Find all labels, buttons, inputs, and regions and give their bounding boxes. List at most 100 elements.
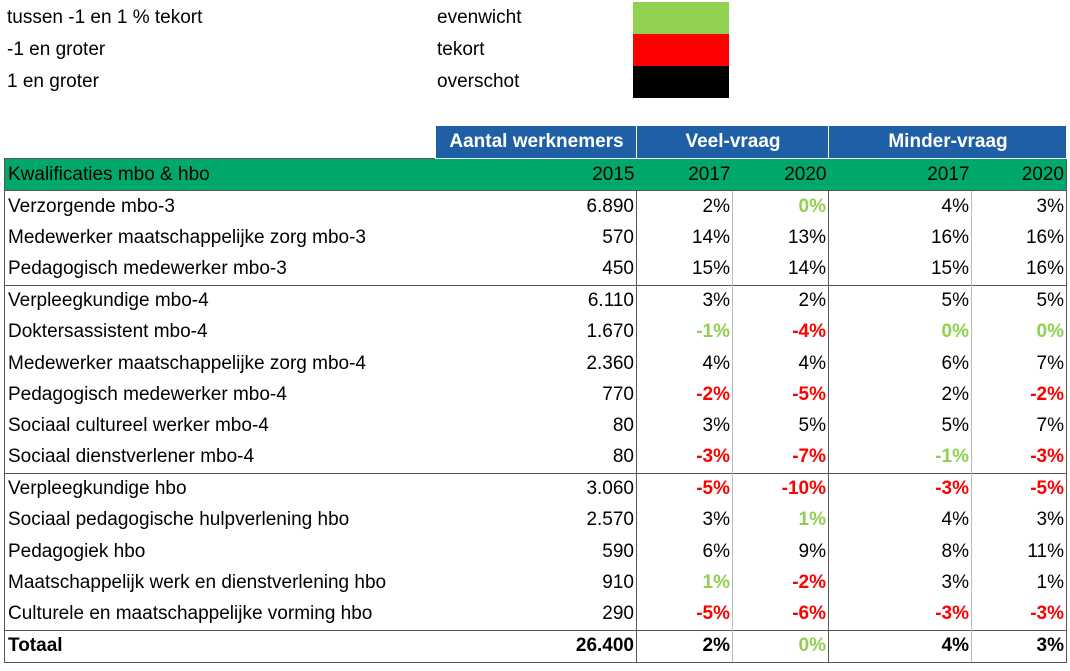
table-row: Verpleegkundige hbo 3.060 -5% -10% -3% -5% (4, 472, 1068, 505)
employees-2015: 2.570 (586, 509, 634, 531)
total-row: Totaal 26.400 2% 0% 4% 3% (4, 629, 1068, 663)
veel-vraag-2020: -5% (731, 379, 829, 411)
veel-vraag-2017: -5% (636, 598, 733, 631)
qualification-table: Aantal werknemers Veel-vraag Minder-vraa… (4, 125, 1068, 663)
veel-vraag-2017: 14% (636, 222, 733, 254)
minder-vraag-2017: -3% (828, 472, 972, 505)
table-row: Sociaal cultureel werker mbo-4 80 3% 5% 5% 7% (4, 410, 1068, 442)
header-year-2015: 2015 (435, 158, 637, 191)
table-row: Sociaal pedagogische hulpverlening hbo 2.… (4, 504, 1068, 537)
legend-meaning: tekort (437, 39, 485, 60)
qualification-name: Doktersassistent mbo-4 (4, 316, 436, 348)
veel-vraag-2020: -4% (731, 316, 829, 348)
qualification-name: Sociaal dienstverlener mbo-4 (4, 441, 436, 474)
employees-2015: 3.060 (435, 472, 637, 505)
header-veel-vraag: Veel-vraag (635, 125, 830, 159)
employees-2015: 570 (602, 226, 634, 248)
veel-vraag-2017: -5% (636, 472, 733, 505)
table-row: Medewerker maatschappelijke zorg mbo-3 57… (4, 222, 1068, 254)
minder-vraag-2020: 3% (971, 504, 1068, 537)
veel-vraag-2017: -2% (636, 379, 733, 411)
minder-vraag-2020: 16% (971, 222, 1068, 254)
legend-swatch-black (633, 66, 729, 98)
minder-vraag-2020: 7% (971, 410, 1068, 442)
minder-vraag-2017: 3% (828, 567, 972, 599)
minder-vraag-2020: 11% (971, 536, 1068, 568)
employees-2015: 1.670 (586, 321, 634, 343)
legend-row: 1 en groter overschot (0, 66, 740, 98)
table-row: Pedagogisch medewerker mbo-4 770 -2% -5% 2% -… (4, 379, 1068, 411)
veel-vraag-2017: -3% (636, 441, 733, 474)
minder-vraag-2020: 3% (971, 190, 1068, 223)
veel-vraag-2017: 2% (636, 190, 733, 223)
legend-meaning: evenwicht (437, 7, 522, 28)
minder-vraag-2020: 0% (971, 316, 1068, 348)
employees-2015: 80 (612, 414, 634, 436)
legend-row: -1 en groter tekort (0, 34, 740, 66)
qualification-name: Sociaal cultureel werker mbo-4 (4, 410, 436, 442)
qualification-name: Pedagogiek hbo (4, 536, 436, 568)
veel-vraag-2020: -6% (731, 598, 829, 631)
veel-vraag-2020: 13% (731, 222, 829, 254)
minder-vraag-2017: -3% (828, 598, 972, 631)
minder-vraag-2017: 6% (828, 347, 972, 380)
minder-vraag-2020: -3% (971, 441, 1068, 474)
header-veel-2017: 2017 (636, 158, 733, 191)
veel-vraag-2017: 6% (636, 536, 733, 568)
employees-2015: 590 (602, 540, 634, 562)
veel-vraag-2020: 0% (731, 629, 829, 663)
qualification-name: Verpleegkundige mbo-4 (4, 284, 436, 317)
employees-2015: 6.890 (435, 190, 637, 223)
employees-2015: 910 (602, 571, 634, 593)
employees-2015: 6.110 (435, 284, 637, 317)
veel-vraag-2017: 4% (636, 347, 733, 380)
minder-vraag-2017: 5% (828, 284, 972, 317)
veel-vraag-2020: -2% (731, 567, 829, 599)
minder-vraag-2017: 4% (828, 629, 972, 663)
header-aantal-werknemers: Aantal werknemers (435, 125, 637, 159)
employees-2015: 26.400 (435, 629, 637, 663)
table-group-header: Aantal werknemers Veel-vraag Minder-vraa… (4, 125, 1068, 159)
veel-vraag-2017: 3% (636, 284, 733, 317)
qualification-name: Verzorgende mbo-3 (4, 190, 436, 223)
minder-vraag-2017: 5% (828, 410, 972, 442)
veel-vraag-2020: 2% (731, 284, 829, 317)
table-row: Maatschappelijk werk en dienstverlening … (4, 567, 1068, 599)
minder-vraag-2020: 7% (971, 347, 1068, 380)
table-row: Doktersassistent mbo-4 1.670 -1% -4% 0% 0% (4, 316, 1068, 348)
legend-swatch-red (633, 34, 729, 66)
qualification-name: Sociaal pedagogische hulpverlening hbo (4, 504, 436, 537)
table-row: Sociaal dienstverlener mbo-4 80 -3% -7% -1% -… (4, 441, 1068, 474)
minder-vraag-2017: 16% (828, 222, 972, 254)
veel-vraag-2020: 14% (731, 253, 829, 286)
table-row: Pedagogiek hbo 590 6% 9% 8% 11% (4, 536, 1068, 568)
header-minder-2017: 2017 (828, 158, 972, 191)
legend-label: tussen -1 en 1 % tekort (7, 7, 203, 28)
veel-vraag-2020: 4% (731, 347, 829, 380)
veel-vraag-2020: -10% (731, 472, 829, 505)
veel-vraag-2020: -7% (731, 441, 829, 474)
table-row: Verpleegkundige mbo-4 6.110 3% 2% 5% 5% (4, 284, 1068, 317)
legend-meaning: overschot (437, 71, 520, 92)
employees-2015: 450 (602, 257, 634, 279)
minder-vraag-2017: 2% (828, 379, 972, 411)
minder-vraag-2020: -2% (971, 379, 1068, 411)
table-column-header: Kwalificaties mbo & hbo 2015 2017 2020 2… (4, 158, 1068, 191)
minder-vraag-2017: 15% (828, 253, 972, 286)
legend-swatch-green (633, 2, 729, 34)
employees-2015: 80 (612, 446, 634, 468)
qualification-name: Pedagogisch medewerker mbo-4 (4, 379, 436, 411)
veel-vraag-2017: 1% (636, 567, 733, 599)
veel-vraag-2017: 2% (636, 629, 733, 663)
minder-vraag-2020: -3% (971, 598, 1068, 631)
legend-row: tussen -1 en 1 % tekort evenwicht (0, 2, 740, 34)
legend-label: -1 en groter (7, 39, 106, 60)
qualification-name: Maatschappelijk werk en dienstverlening … (4, 567, 436, 599)
veel-vraag-2020: 0% (731, 190, 829, 223)
qualification-name: Culturele en maatschappelijke vorming hb… (4, 598, 436, 631)
minder-vraag-2017: 0% (828, 316, 972, 348)
veel-vraag-2020: 9% (731, 536, 829, 568)
minder-vraag-2020: 3% (971, 629, 1068, 663)
veel-vraag-2020: 1% (731, 504, 829, 537)
employees-2015: 290 (602, 603, 634, 625)
